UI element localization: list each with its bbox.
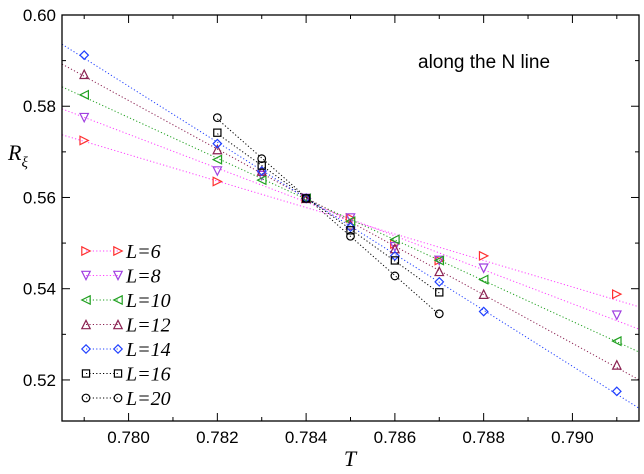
legend-label: L=6 xyxy=(125,241,161,263)
x-tick-label: 0.784 xyxy=(285,428,328,447)
point-l-14 xyxy=(611,386,622,397)
legend-marker xyxy=(112,270,124,282)
point-l-8 xyxy=(478,263,489,274)
axis-ticks xyxy=(62,14,639,421)
point-l-16 xyxy=(346,226,355,235)
point-l-20 xyxy=(346,231,355,241)
point-l-20 xyxy=(257,154,267,164)
point-l-12 xyxy=(389,243,401,254)
legend-entry-l-8: L=8 xyxy=(80,266,161,288)
x-tick-label: 0.786 xyxy=(374,428,417,447)
data-series xyxy=(78,50,623,397)
y-axis-title-sub: ξ xyxy=(21,155,28,171)
point-l-14 xyxy=(478,306,489,317)
fit-line-l-20 xyxy=(217,118,440,316)
legend-marker xyxy=(113,393,123,403)
legend-label: L=8 xyxy=(125,266,161,288)
x-tick-label: 0.790 xyxy=(551,428,594,447)
legend-marker xyxy=(112,318,124,330)
y-tick-labels: 0.52 0.54 0.56 0.58 0.60 xyxy=(23,6,56,390)
point-l-20 xyxy=(301,193,311,203)
fit-line-l-12 xyxy=(62,63,639,381)
point-l-14 xyxy=(212,138,223,149)
point-l-20 xyxy=(212,113,222,123)
legend-label: L=10 xyxy=(125,290,171,312)
point-l-20 xyxy=(390,271,400,281)
legend-entry-l-16: L=16 xyxy=(81,364,171,386)
point-l-10 xyxy=(478,274,489,285)
x-tick-labels: 0.780 0.782 0.784 0.786 0.788 0.790 xyxy=(107,428,593,447)
point-l-6 xyxy=(212,176,223,187)
legend-entry-l-14: L=14 xyxy=(80,339,171,361)
y-tick-label: 0.54 xyxy=(23,280,56,299)
point-l-10 xyxy=(256,174,267,186)
legend-marker xyxy=(81,245,92,257)
legend-marker xyxy=(113,369,123,378)
point-l-14 xyxy=(389,250,400,261)
point-l-16 xyxy=(435,288,444,297)
point-l-8 xyxy=(389,241,401,253)
x-axis-title: T xyxy=(344,446,358,471)
y-axis-title: Rξ xyxy=(7,140,28,171)
legend-entry-l-12: L=12 xyxy=(80,315,171,337)
fit-line-l-10 xyxy=(62,86,639,353)
point-l-8 xyxy=(79,112,90,124)
legend-marker xyxy=(112,343,124,355)
legend: L=6 L=8L=10 L=12L=14 L=16L=20 xyxy=(80,241,171,410)
legend-marker xyxy=(81,369,91,378)
chart-annotation: along the N line xyxy=(418,52,550,73)
x-tick-label: 0.782 xyxy=(196,428,239,447)
legend-marker xyxy=(113,245,124,257)
legend-marker xyxy=(81,393,91,403)
legend-marker xyxy=(80,343,92,355)
legend-marker xyxy=(80,318,92,330)
point-l-14 xyxy=(79,50,90,61)
legend-label: L=20 xyxy=(125,388,171,410)
series-l-6 xyxy=(79,135,623,300)
legend-label: L=12 xyxy=(125,315,171,337)
legend-entry-l-20: L=20 xyxy=(81,388,171,410)
y-tick-label: 0.58 xyxy=(23,97,56,116)
y-axis-title-main: R xyxy=(7,140,22,165)
point-l-8 xyxy=(212,166,223,177)
legend-entry-l-6: L=6 xyxy=(81,241,161,263)
point-l-12 xyxy=(212,144,223,155)
point-l-6 xyxy=(612,289,623,300)
y-tick-label: 0.52 xyxy=(23,371,56,390)
fit-line-l-8 xyxy=(62,108,639,330)
series-l-20 xyxy=(212,113,444,319)
legend-label: L=14 xyxy=(125,339,171,361)
point-l-10 xyxy=(433,255,445,266)
x-tick-label: 0.780 xyxy=(107,428,150,447)
point-l-16 xyxy=(213,128,222,137)
legend-entry-l-10: L=10 xyxy=(80,290,171,312)
point-l-10 xyxy=(78,89,89,101)
legend-marker xyxy=(80,294,91,306)
point-l-12 xyxy=(434,265,445,277)
point-l-6 xyxy=(79,135,90,146)
point-l-12 xyxy=(79,68,90,80)
point-l-10 xyxy=(211,154,223,165)
y-tick-label: 0.56 xyxy=(23,188,56,207)
point-l-12 xyxy=(611,359,622,370)
legend-marker xyxy=(112,294,123,306)
point-l-8 xyxy=(434,255,445,266)
point-l-16 xyxy=(390,256,400,265)
legend-label: L=16 xyxy=(125,364,171,386)
point-l-12 xyxy=(478,288,489,299)
y-tick-label: 0.60 xyxy=(23,6,56,25)
legend-marker xyxy=(80,270,92,282)
point-l-6 xyxy=(478,250,490,262)
point-l-14 xyxy=(434,276,445,287)
point-l-14 xyxy=(345,222,356,233)
point-l-10 xyxy=(389,234,400,245)
point-l-20 xyxy=(434,309,444,319)
point-l-8 xyxy=(611,310,622,321)
point-l-10 xyxy=(611,335,622,347)
x-tick-label: 0.788 xyxy=(462,428,505,447)
fit-line-l-16 xyxy=(217,133,440,294)
